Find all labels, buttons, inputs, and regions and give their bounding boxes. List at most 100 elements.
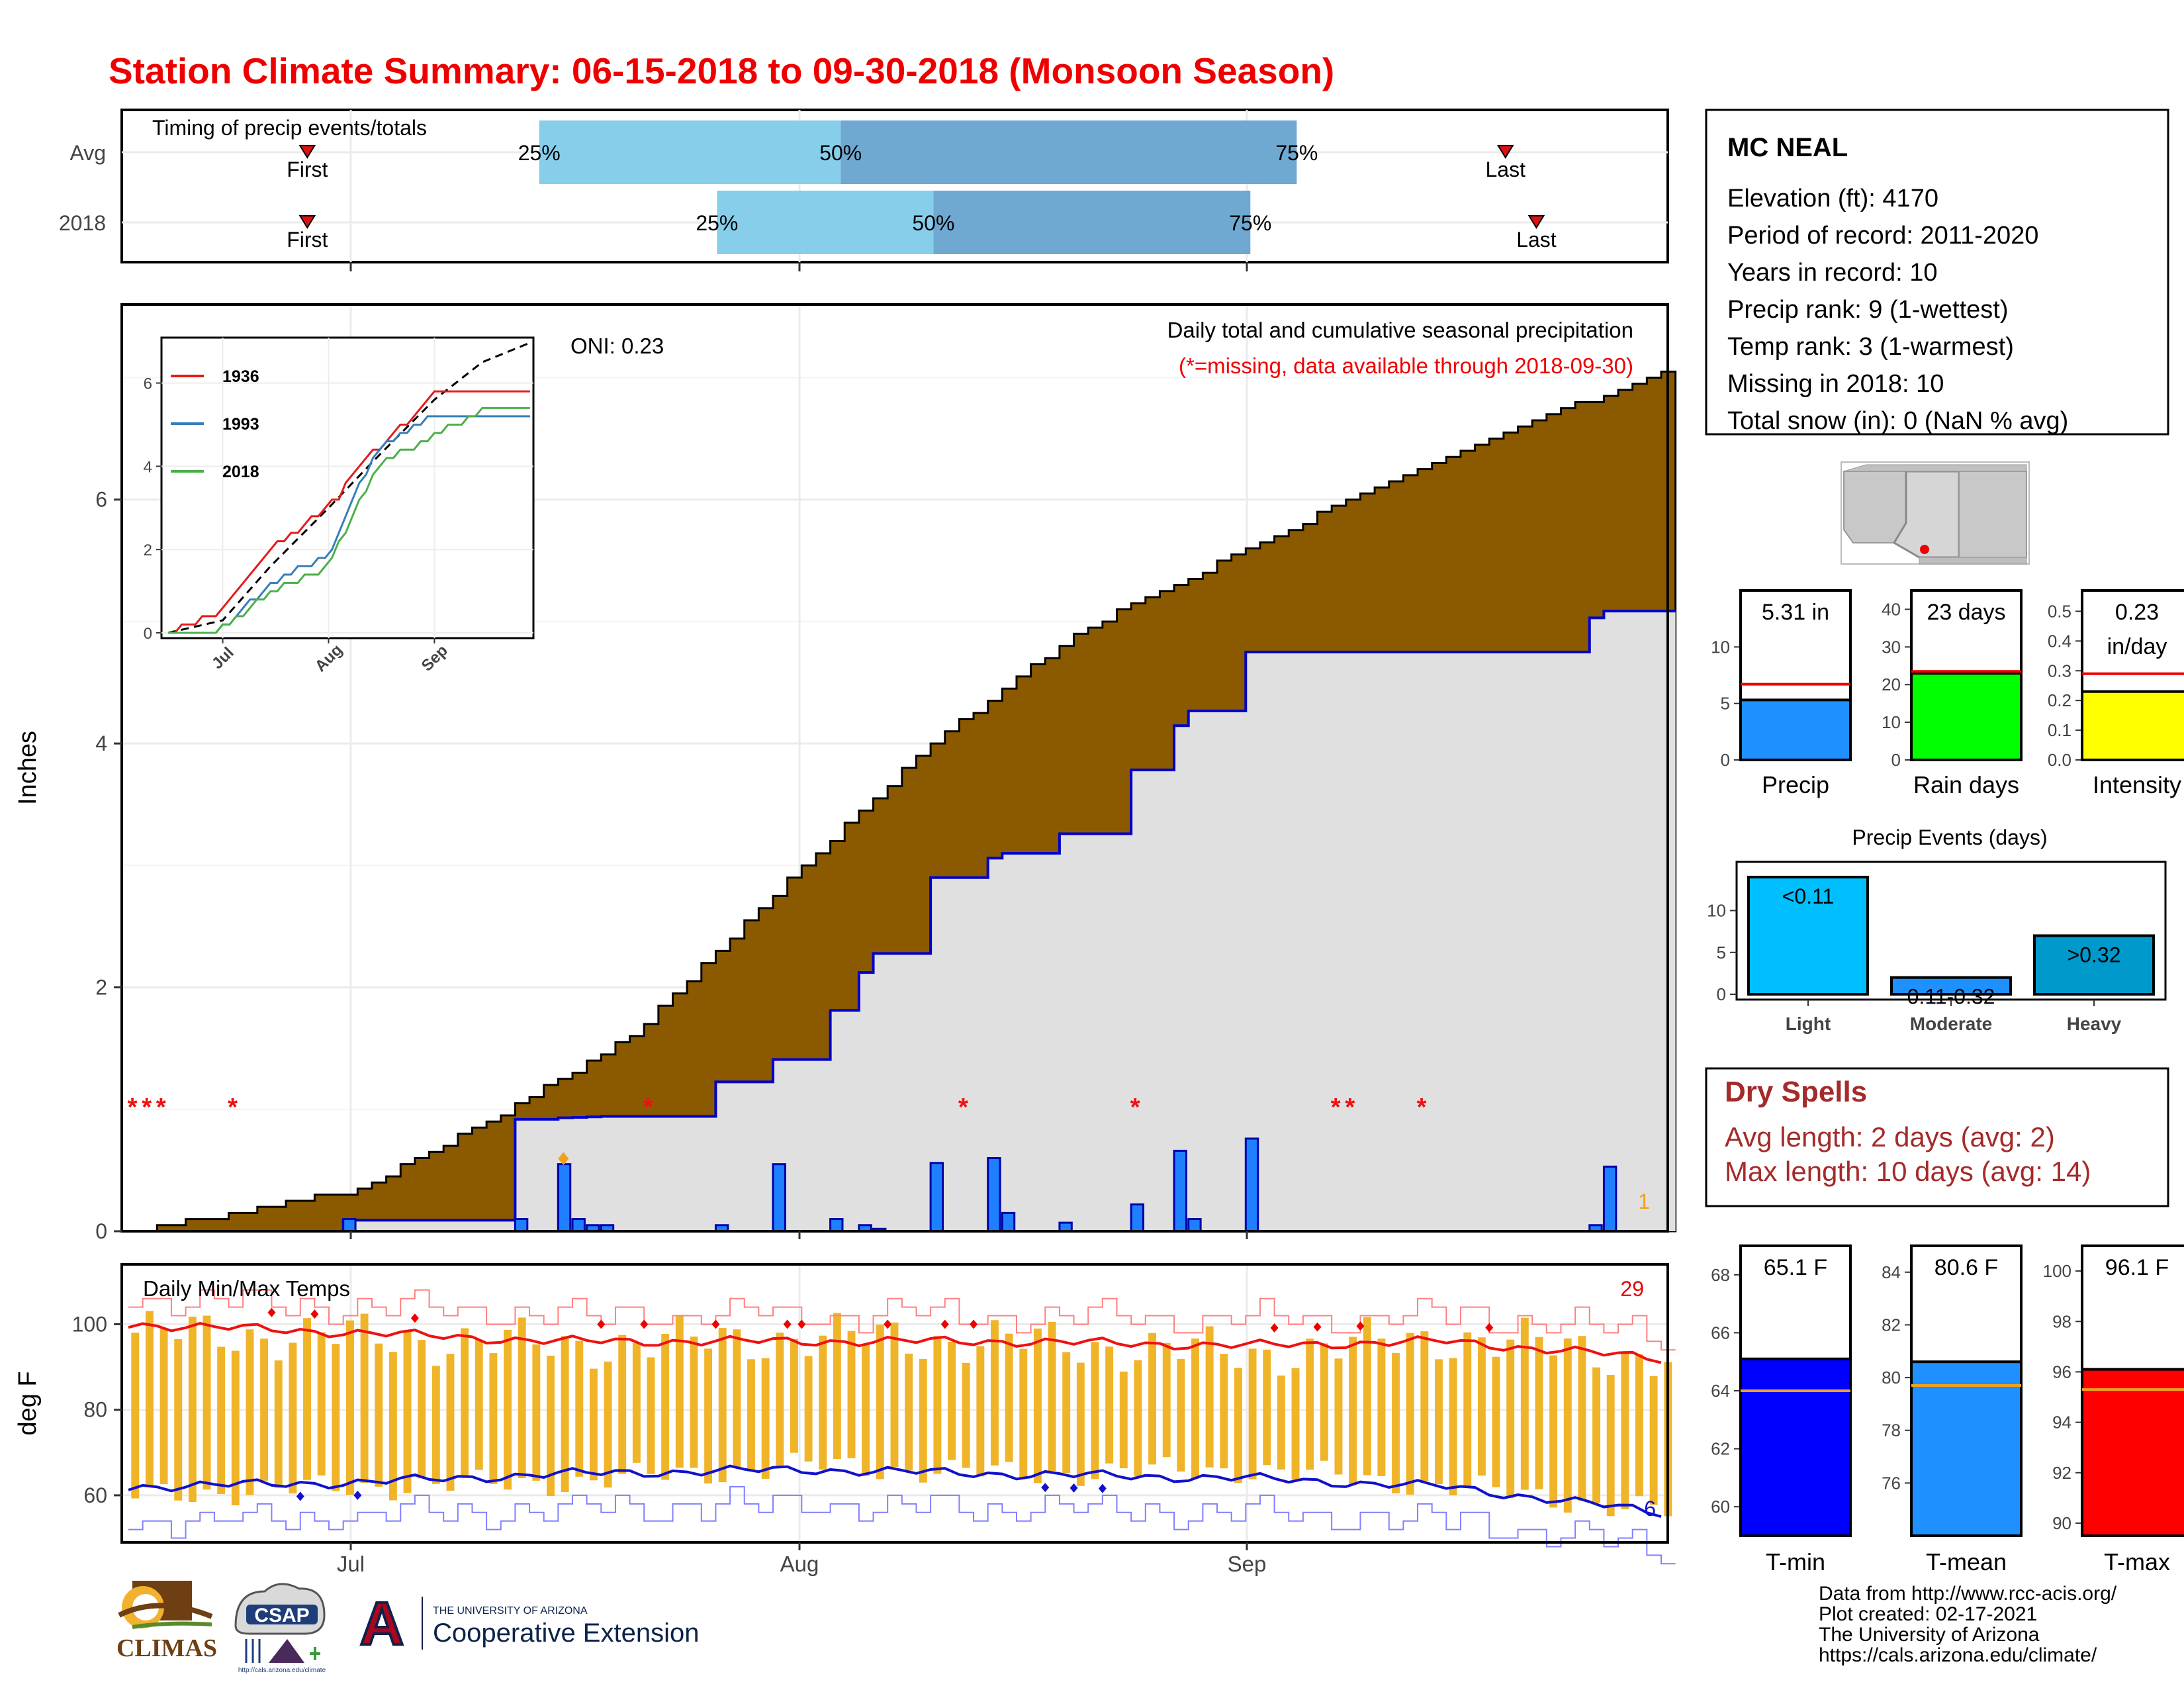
ua-logo: A THE UNIVERSITY OF ARIZONA Cooperative … — [357, 1589, 699, 1659]
summary-y-tick-label: 90 — [2052, 1513, 2071, 1533]
summary-y-tick-label: 96 — [2052, 1362, 2071, 1382]
temp-y-axis-label: deg F — [14, 1371, 42, 1435]
daily-precip-bar — [1173, 1149, 1187, 1233]
daily-temp-range-bar — [833, 1313, 841, 1459]
daily-temp-range-bar — [518, 1317, 526, 1479]
daily-temp-range-bar — [461, 1328, 469, 1477]
first-event-marker — [298, 145, 316, 159]
events-bar — [1890, 976, 2012, 996]
summary-y-tick-label: 78 — [1882, 1421, 1901, 1440]
daily-temp-range-bar — [203, 1315, 211, 1490]
daily-temp-range-bar — [1005, 1333, 1013, 1462]
daily-temp-range-bar — [504, 1329, 512, 1490]
last-event-label: Last — [1516, 228, 1557, 252]
record-low-marker — [1041, 1483, 1050, 1493]
daily-temp-range-bar — [862, 1344, 870, 1476]
daily-temp-range-bar — [432, 1366, 440, 1484]
events-y-tick-label: 5 — [1717, 943, 1726, 962]
daily-precip-bar — [514, 1218, 529, 1233]
daily-temp-range-bar — [475, 1339, 483, 1470]
dry-spells-title: Dry Spells — [1725, 1076, 1867, 1108]
record-high-marker — [267, 1307, 276, 1317]
summary-y-tick-label: 0 — [1891, 750, 1901, 770]
daily-precip-bar — [1244, 1137, 1259, 1233]
daily-temp-range-bar — [704, 1348, 713, 1484]
summary-category-label: Rain days — [1913, 771, 2019, 798]
record-high-marker — [1270, 1323, 1279, 1333]
timing-title: Timing of precip events/totals — [152, 116, 427, 140]
daily-temp-range-bar — [962, 1362, 970, 1468]
summary-y-tick-label: 0.0 — [2048, 750, 2071, 770]
inset-legend-label: 1936 — [222, 367, 259, 386]
ua-letter: A — [360, 1590, 404, 1658]
quartile-bar-upper — [933, 191, 1251, 254]
percentile-label: 50% — [819, 141, 862, 165]
summary-y-tick-label: 80 — [1882, 1368, 1901, 1387]
inset-legend-label: 2018 — [222, 463, 259, 481]
daily-temp-range-bar — [1477, 1337, 1486, 1476]
summary-value-label: 5.31 in — [1762, 600, 1829, 625]
summary-value-label: 80.6 F — [1934, 1255, 1998, 1280]
daily-temp-range-bar — [675, 1315, 684, 1468]
daily-temp-range-bar — [1205, 1326, 1214, 1468]
daily-temp-range-bar — [819, 1335, 827, 1470]
inset-year-line — [168, 390, 530, 634]
percentile-label: 25% — [518, 141, 561, 165]
daily-precip-bar — [342, 1218, 357, 1233]
inset-y-tick-label: 2 — [144, 541, 152, 559]
summary-y-tick-label: 0.1 — [2048, 720, 2071, 740]
daily-temp-range-bar — [718, 1328, 727, 1483]
daily-temp-range-bar — [1449, 1358, 1457, 1495]
percentile-label: 25% — [696, 211, 738, 235]
precip-count-label: 1 — [1638, 1190, 1650, 1213]
data-credits: Data from http://www.rcc-acis.org/ Plot … — [1819, 1583, 2116, 1665]
percentile-label: 50% — [912, 211, 954, 235]
summary-bar — [2081, 690, 2184, 762]
record-high-marker — [310, 1309, 319, 1319]
daily-precip-bar — [987, 1156, 1001, 1233]
daily-precip-bar — [929, 1162, 944, 1233]
daily-temp-range-bar — [231, 1350, 240, 1506]
summary-y-tick-label: 5 — [1721, 694, 1730, 714]
quartile-bar-upper — [841, 120, 1297, 184]
daily-temp-range-bar — [847, 1331, 856, 1458]
station-line: Period of record: 2011-2020 — [1727, 222, 2038, 250]
daily-temp-range-bar — [1220, 1354, 1228, 1469]
station-line: Elevation (ft): 4170 — [1727, 185, 1938, 212]
summary-y-tick-label: 0.3 — [2048, 661, 2071, 680]
daily-temp-range-bar — [1277, 1375, 1285, 1470]
daily-temp-range-bar — [446, 1354, 455, 1491]
temp-max-count: 29 — [1620, 1277, 1644, 1301]
y-tick-label: 4 — [95, 731, 107, 755]
daily-temp-range-bar — [1649, 1376, 1658, 1505]
record-high-marker — [597, 1319, 606, 1329]
station-line: Years in record: 10 — [1727, 259, 1938, 287]
events-bar-label: >0.32 — [2068, 943, 2121, 966]
station-line: Temp rank: 3 (1-warmest) — [1727, 333, 2014, 361]
daily-temp-range-bar — [145, 1311, 154, 1485]
daily-temp-range-bar — [1463, 1332, 1472, 1487]
daily-precip-bar — [772, 1163, 786, 1233]
daily-temp-range-bar — [1306, 1338, 1314, 1470]
summary-y-tick-label: 98 — [2052, 1311, 2071, 1331]
daily-temp-range-bar — [561, 1336, 569, 1493]
record-high-marker — [970, 1319, 978, 1329]
summary-y-tick-label: 66 — [1711, 1323, 1730, 1342]
missing-data-marker: * — [1130, 1094, 1140, 1121]
summary-y-tick-label: 68 — [1711, 1265, 1730, 1285]
daily-temp-range-bar — [1420, 1331, 1429, 1481]
missing-data-marker: * — [156, 1094, 166, 1121]
daily-temp-range-bar — [332, 1344, 340, 1491]
quartile-bar-lower — [717, 191, 934, 254]
summary-bar — [1910, 672, 2023, 762]
daily-precip-bar — [829, 1218, 844, 1233]
daily-temp-range-bar — [403, 1331, 412, 1493]
daily-precip-bar — [1130, 1203, 1145, 1233]
ua-line2: Cooperative Extension — [433, 1618, 699, 1648]
daily-temp-range-bar — [747, 1359, 755, 1470]
daily-temp-range-bar — [1119, 1372, 1128, 1469]
credit-line: Data from http://www.rcc-acis.org/ — [1819, 1583, 2117, 1605]
daily-temp-range-bar — [1392, 1353, 1400, 1494]
daily-temp-range-bar — [188, 1317, 197, 1503]
